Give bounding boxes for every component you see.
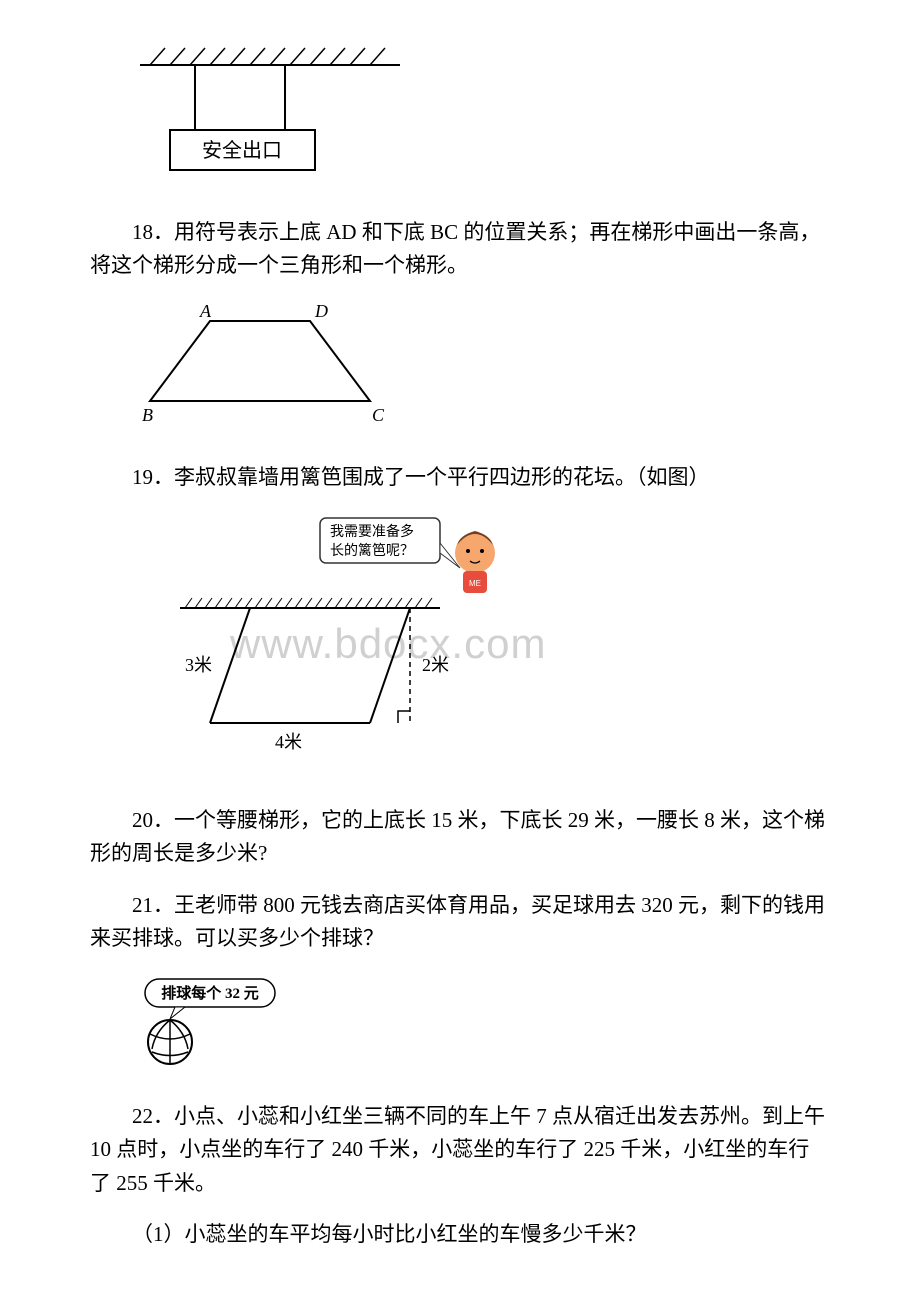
q22-text: 22．小点、小蕊和小红坐三辆不同的车上午 7 点从宿迁出发去苏州。到上午 10 … — [90, 1100, 830, 1201]
q20-text: 20．一个等腰梯形，它的上底长 15 米，下底长 29 米，一腰长 8 米，这个… — [90, 804, 830, 871]
dim-bottom: 4米 — [275, 732, 302, 752]
label-C: C — [372, 405, 385, 425]
bubble-line2: 长的篱笆呢？ — [330, 543, 414, 559]
bubble-line1: 我需要准备多 — [330, 523, 414, 540]
trapezoid-svg: A D B C — [140, 301, 410, 431]
label-D: D — [314, 301, 328, 321]
exit-sign-label: 安全出口 — [202, 139, 282, 162]
price-label: 排球每个 32 元 — [161, 984, 259, 1002]
fig-parallelogram-fence: 我需要准备多 长的篱笆呢？ ME — [170, 513, 830, 784]
q18-text: 18．用符号表示上底 AD 和下底 BC 的位置关系；再在梯形中画出一条高，将这… — [90, 216, 830, 283]
fence-svg: 我需要准备多 长的篱笆呢？ ME — [170, 513, 540, 773]
svg-text:ME: ME — [469, 579, 481, 588]
q21-text: 21．王老师带 800 元钱去商店买体育用品，买足球用去 320 元，剩下的钱用… — [90, 889, 830, 956]
dim-left: 3米 — [185, 655, 212, 675]
fig-volleyball: 排球每个 32 元 — [140, 974, 830, 1080]
label-B: B — [142, 405, 153, 425]
volleyball-svg: 排球每个 32 元 — [140, 974, 300, 1069]
q19-text: 19．李叔叔靠墙用篱笆围成了一个平行四边形的花坛。（如图） — [90, 461, 830, 495]
dim-right: 2米 — [422, 655, 449, 675]
label-A: A — [199, 301, 212, 321]
fig-exit-sign: 安全出口 — [140, 45, 830, 196]
fig-trapezoid: A D B C — [140, 301, 830, 442]
exit-sign-svg: 安全出口 — [140, 45, 400, 185]
q22-sub1: （1）小蕊坐的车平均每小时比小红坐的车慢多少千米？ — [90, 1218, 830, 1252]
